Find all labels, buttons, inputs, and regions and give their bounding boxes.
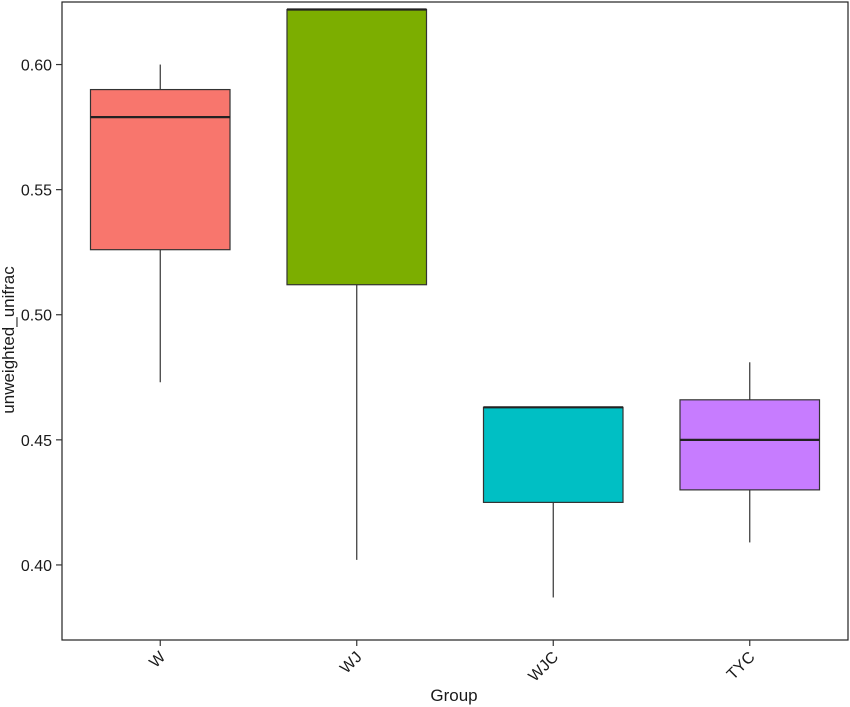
x-axis-title: Group <box>430 686 477 705</box>
y-tick-label: 0.45 <box>21 433 52 450</box>
box-w <box>89 88 231 251</box>
y-axis-title: unweighted_unifrac <box>0 266 18 414</box>
plot-area: 0.400.450.500.550.60W WJ WJC TYC <box>21 1 849 685</box>
plot-panel-border <box>61 1 849 641</box>
y-tick-label: 0.55 <box>21 183 52 200</box>
box-wjc <box>482 406 624 503</box>
y-tick-label: 0.50 <box>21 308 52 325</box>
box-wj <box>286 8 428 286</box>
y-tick-label: 0.60 <box>21 58 52 75</box>
y-tick-label: 0.40 <box>21 558 52 575</box>
box-tyc <box>679 399 821 491</box>
